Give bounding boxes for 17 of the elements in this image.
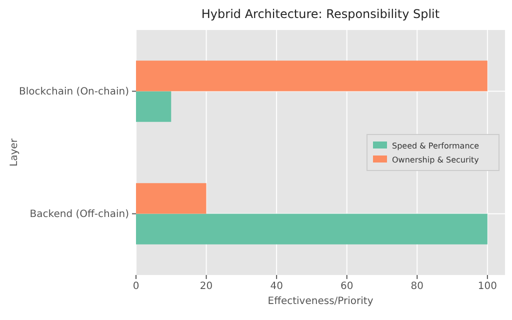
y-axis-title: Layer — [9, 138, 20, 166]
bar — [136, 183, 206, 214]
legend-label: Ownership & Security — [392, 156, 480, 164]
y-tick-label: Backend (Off-chain) — [30, 208, 130, 220]
chart-title: Hybrid Architecture: Responsibility Split — [201, 7, 440, 21]
x-tick-label: 40 — [270, 281, 283, 292]
x-tick-label: 60 — [340, 281, 354, 292]
x-axis-title: Effectiveness/Priority — [268, 296, 374, 307]
x-tick-label: 20 — [200, 281, 213, 292]
legend-label: Speed & Performance — [392, 142, 480, 150]
bar — [136, 91, 172, 122]
bar — [136, 214, 488, 244]
x-tick-label: 80 — [410, 281, 424, 292]
x-tick-label: 0 — [132, 281, 140, 292]
bar — [136, 60, 488, 92]
x-tick-label: 100 — [478, 281, 497, 292]
y-tick-label: Blockchain (On-chain) — [18, 86, 130, 98]
